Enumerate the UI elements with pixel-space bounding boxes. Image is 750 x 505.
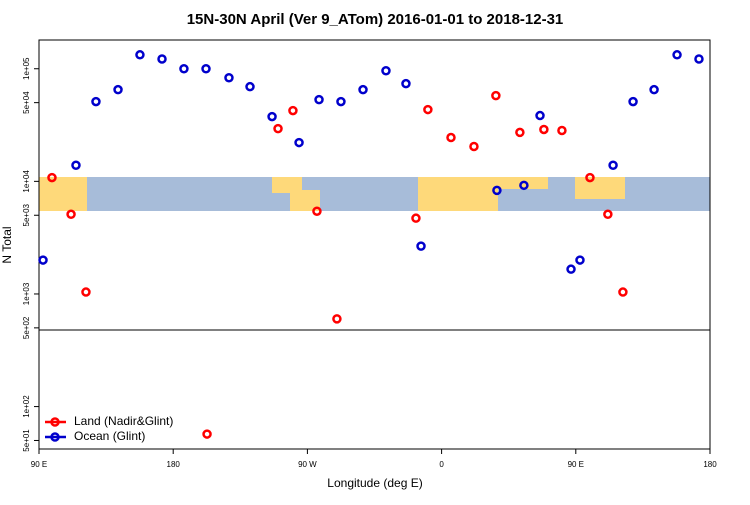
point	[157, 54, 167, 64]
point	[411, 213, 421, 223]
legend-marker	[50, 432, 60, 442]
point	[179, 63, 189, 74]
y-tick-label: 5e+04	[22, 91, 31, 114]
legend-label: Ocean (Glint)	[74, 429, 145, 443]
y-tick-label: 1e+04	[22, 170, 31, 193]
point	[585, 172, 595, 183]
x-tick-label: 90 E	[31, 460, 47, 469]
point	[332, 314, 342, 324]
point	[71, 160, 81, 171]
y-tick-label: 1e+03	[22, 282, 31, 305]
point	[38, 255, 48, 265]
point	[245, 81, 255, 92]
y-axis-label: N Total	[0, 226, 14, 263]
point	[515, 127, 525, 138]
map-strip	[39, 177, 710, 211]
point	[202, 429, 212, 439]
point	[113, 84, 123, 95]
point	[66, 209, 76, 220]
point	[519, 180, 529, 191]
point	[469, 141, 479, 152]
point	[312, 206, 322, 216]
point	[416, 241, 426, 251]
plot-frame	[38, 39, 711, 450]
legend-marker	[50, 417, 60, 427]
point	[446, 132, 456, 143]
point	[224, 72, 234, 83]
point	[288, 105, 298, 116]
point	[47, 172, 57, 183]
point	[336, 96, 346, 107]
point	[557, 125, 567, 136]
x-tick-label: 90 E	[568, 460, 584, 469]
chart-title: 15N-30N April (Ver 9_ATom) 2016-01-01 to…	[187, 11, 564, 28]
point	[294, 137, 304, 148]
x-tick-label: 180	[167, 460, 181, 469]
point	[381, 65, 391, 76]
legend-label: Land (Nadir&Glint)	[74, 414, 173, 428]
point	[273, 123, 283, 134]
point	[539, 124, 549, 135]
x-tick-label: 90 W	[298, 460, 317, 469]
x-axis-label: Longitude (deg E)	[327, 476, 422, 490]
point	[491, 90, 501, 101]
y-tick-label: 5e+01	[22, 429, 31, 452]
point	[492, 185, 502, 196]
point	[201, 63, 211, 74]
x-tick-label: 0	[439, 460, 444, 469]
point	[423, 104, 433, 115]
point	[618, 287, 628, 297]
x-tick-label: 180	[703, 460, 717, 469]
point	[135, 50, 145, 60]
y-tick-label: 5e+03	[22, 203, 31, 226]
y-tick-label: 1e+05	[22, 57, 31, 80]
point	[81, 287, 91, 297]
point	[649, 84, 659, 95]
point	[672, 50, 682, 60]
point	[314, 94, 324, 105]
point	[566, 264, 576, 274]
y-tick-label: 5e+02	[22, 316, 31, 339]
point	[628, 96, 638, 107]
point	[401, 78, 411, 89]
point	[575, 255, 585, 265]
point	[535, 110, 545, 121]
point	[91, 96, 101, 107]
point	[603, 209, 613, 220]
y-tick-label: 1e+02	[22, 395, 31, 418]
point	[694, 54, 704, 64]
point	[267, 111, 277, 122]
point	[358, 84, 368, 95]
point	[608, 160, 618, 171]
